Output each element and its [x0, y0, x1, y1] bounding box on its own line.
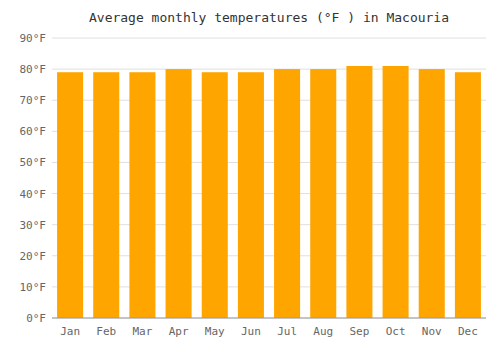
bar	[310, 69, 336, 318]
x-tick-label: Mar	[132, 325, 152, 338]
bar	[93, 72, 119, 318]
y-tick-label: 30°F	[20, 219, 47, 232]
x-tick-label: Jul	[277, 325, 297, 338]
y-tick-label: 10°F	[20, 281, 47, 294]
grid-line	[52, 38, 486, 39]
y-tick-label: 70°F	[20, 94, 47, 107]
x-tick-label: Feb	[96, 325, 116, 338]
x-tick-label: Jun	[241, 325, 261, 338]
bar	[57, 72, 83, 318]
x-tick-label: Aug	[313, 325, 333, 338]
x-axis-line	[52, 318, 486, 319]
bars	[57, 66, 481, 318]
x-axis: Jan Feb Mar Apr May Jun Jul Aug Sep Oct Nov Dec	[52, 318, 486, 338]
x-tick-label: May	[205, 325, 225, 338]
x-tick-label: Dec	[458, 325, 478, 338]
x-tick-label: Oct	[386, 325, 406, 338]
bar	[455, 72, 481, 318]
y-tick-label: 40°F	[20, 188, 47, 201]
bar	[346, 66, 372, 318]
grid-line	[52, 318, 486, 319]
y-tick-label: 80°F	[20, 63, 47, 76]
chart: Average monthly temperatures (°F ) in Ma…	[0, 0, 500, 350]
bar	[238, 72, 264, 318]
bar	[419, 69, 445, 318]
y-tick-label: 60°F	[20, 125, 47, 138]
bar	[129, 72, 155, 318]
bar	[202, 72, 228, 318]
x-tick-label: Jan	[60, 325, 80, 338]
bar	[166, 69, 192, 318]
y-tick-label: 20°F	[20, 250, 47, 263]
y-axis: 0°F 10°F 20°F 30°F 40°F 50°F 60°F 70°F 80°F 90°F	[20, 32, 487, 325]
y-tick-label: 90°F	[20, 32, 47, 45]
bar	[383, 66, 409, 318]
bar	[274, 69, 300, 318]
title: Average monthly temperatures (°F ) in Ma…	[89, 10, 449, 25]
x-tick-label: Apr	[169, 325, 189, 338]
x-tick-label: Nov	[422, 325, 442, 338]
y-tick-label: 50°F	[20, 156, 47, 169]
x-tick-label: Sep	[349, 325, 369, 338]
y-tick-label: 0°F	[26, 312, 46, 325]
